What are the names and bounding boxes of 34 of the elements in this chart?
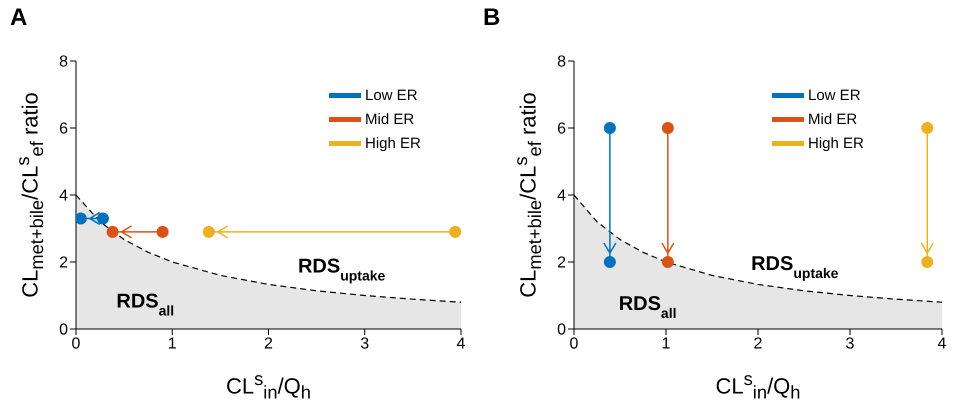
x-tick-label: 3 xyxy=(360,335,370,352)
y-tick-label: 2 xyxy=(557,254,566,272)
x-tick-label: 1 xyxy=(662,335,671,352)
y-tick-label: 2 xyxy=(59,254,68,272)
y-tick-label: 4 xyxy=(59,188,68,205)
annotation: RDS$_{uptake}$ xyxy=(298,256,386,284)
legend-label: Mid ER xyxy=(365,110,414,128)
legend-label: High ER xyxy=(365,134,421,152)
x-tick-label: 4 xyxy=(938,335,947,352)
x-axis-title: CL$^{s}$$_{in}$/Q$_{h}$ xyxy=(225,367,312,405)
legend-label: Low ER xyxy=(808,86,861,104)
y-tick-label: 4 xyxy=(557,188,566,205)
x-tick-label: 0 xyxy=(72,335,81,352)
y-tick-label: 8 xyxy=(59,54,68,71)
x-tick-label: 2 xyxy=(754,335,763,352)
legend-label: Mid ER xyxy=(808,110,858,128)
x-tick-label: 3 xyxy=(846,335,855,352)
y-tick-label: 0 xyxy=(557,322,566,339)
y-tick-label: 8 xyxy=(557,54,566,71)
legend-label: High ER xyxy=(808,134,864,152)
x-tick-label: 0 xyxy=(570,335,579,352)
annotation: RDS$_{uptake}$ xyxy=(751,253,839,282)
y-tick-label: 0 xyxy=(59,322,68,339)
chart-title: A xyxy=(10,4,28,32)
x-tick-label: 1 xyxy=(168,335,177,352)
x-tick-label: 2 xyxy=(264,335,274,352)
x-axis-title: CL$^{s}$$_{in}$/Q$_{h}$ xyxy=(714,367,802,405)
chart-title: B xyxy=(483,4,500,32)
x-tick-label: 4 xyxy=(456,335,466,352)
legend-label: Low ER xyxy=(365,86,418,104)
annotation: RDS$_{all}$ xyxy=(116,290,174,319)
y-tick-label: 6 xyxy=(557,120,566,138)
y-tick-label: 6 xyxy=(59,120,68,138)
annotation: RDS$_{all}$ xyxy=(618,293,677,322)
